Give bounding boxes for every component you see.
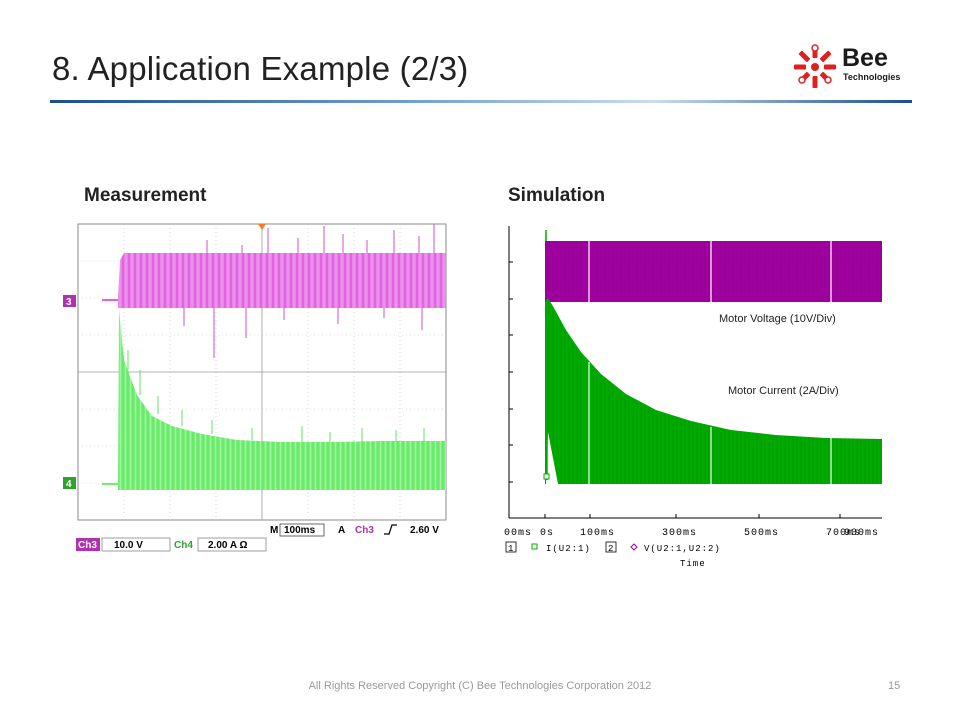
oscilloscope-plot: 3 4 M 100ms A Ch3 2.60 V Ch3 10.0 V Ch4 … <box>63 223 447 552</box>
page-number: 15 <box>888 680 901 692</box>
trigger-channel: Ch3 <box>355 525 374 536</box>
legend-2-index: 2 <box>608 544 613 554</box>
flower-logo-icon <box>794 44 836 88</box>
legend-1-index: 1 <box>508 544 513 554</box>
ch4-label: Ch4 <box>174 540 193 551</box>
motor-voltage-trace <box>545 230 882 302</box>
x-axis-label: Time <box>680 559 706 569</box>
copyright-footer: All Rights Reserved Copyright (C) Bee Te… <box>308 680 652 692</box>
ch3-voltage-trace <box>102 224 446 358</box>
simulation-heading: Simulation <box>508 185 606 206</box>
trigger-level: 2.60 V <box>410 525 439 536</box>
logo-wordmark: Bee <box>842 44 888 72</box>
x-tick-label: 100ms <box>580 528 615 539</box>
legend-2-marker-icon <box>630 543 638 551</box>
legend-1-trace: I(U2:1) <box>546 544 591 554</box>
x-tick-label: 700ms <box>826 528 861 539</box>
timebase-m: M <box>270 525 278 536</box>
ch3-marker: 3 <box>66 297 72 308</box>
trigger-position-icon <box>258 224 266 230</box>
x-tick-label-last: 900ms <box>844 528 879 539</box>
bee-technologies-logo: Bee Technologies <box>792 44 917 90</box>
motor-voltage-label: Motor Voltage (10V/Div) <box>719 313 836 325</box>
measurement-heading: Measurement <box>84 185 207 206</box>
x-tick-label: 00ms <box>504 528 532 539</box>
x-tick-label: 0s <box>540 528 554 539</box>
oscilloscope-capture: 3 4 M 100ms A Ch3 2.60 V Ch3 10.0 V Ch4 … <box>62 220 452 560</box>
simulation-plot: Motor Voltage (10V/Div) Motor Current (2… <box>504 226 882 569</box>
ch3-scale: 10.0 V <box>114 540 143 551</box>
ch4-current-trace <box>102 310 446 490</box>
x-tick-label: 300ms <box>662 528 697 539</box>
ch4-scale: 2.00 A Ω <box>208 540 248 551</box>
rising-edge-icon <box>384 524 397 535</box>
title-divider <box>50 100 912 103</box>
ch3-label: Ch3 <box>78 540 97 551</box>
slide-title: 8. Application Example (2/3) <box>52 50 469 87</box>
motor-current-trace <box>543 298 882 484</box>
simulation-capture: Motor Voltage (10V/Div) Motor Current (2… <box>496 222 888 572</box>
trigger-a-label: A <box>338 525 345 536</box>
ch4-marker: 4 <box>66 479 72 490</box>
logo-subtitle: Technologies <box>843 72 901 82</box>
motor-current-label: Motor Current (2A/Div) <box>728 385 839 397</box>
x-tick-label: 500ms <box>744 528 779 539</box>
timebase-value: 100ms <box>284 525 316 536</box>
legend-2-trace: V(U2:1,U2:2) <box>644 544 721 554</box>
legend-1-marker-icon <box>531 543 538 550</box>
